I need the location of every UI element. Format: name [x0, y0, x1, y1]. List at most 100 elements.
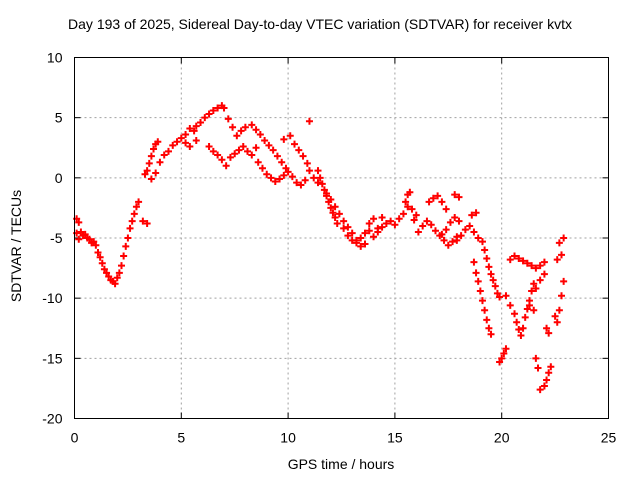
data-point	[241, 123, 249, 131]
data-point	[75, 218, 83, 226]
data-point	[299, 152, 307, 160]
data-point	[265, 141, 273, 149]
data-point	[214, 151, 222, 159]
data-point	[288, 173, 296, 181]
data-point	[122, 242, 130, 250]
data-point	[293, 179, 301, 187]
data-point	[523, 305, 531, 313]
data-point	[132, 203, 140, 211]
data-point	[408, 205, 416, 213]
data-point	[214, 104, 222, 112]
data-point	[269, 146, 277, 154]
data-point	[164, 147, 172, 155]
data-point	[258, 164, 266, 172]
data-point	[444, 241, 452, 249]
data-point	[410, 216, 418, 224]
data-point	[333, 220, 341, 228]
data-point	[254, 158, 262, 166]
data-point	[320, 186, 328, 194]
data-point	[540, 270, 548, 278]
data-point	[560, 234, 568, 242]
data-point	[370, 215, 378, 223]
data-point	[280, 171, 288, 179]
data-point	[470, 258, 478, 266]
data-point	[126, 224, 134, 232]
data-point	[117, 262, 125, 270]
data-point	[461, 226, 469, 234]
data-point	[485, 263, 493, 271]
data-point	[282, 164, 290, 172]
data-point	[233, 132, 241, 140]
data-point	[423, 217, 431, 225]
data-point	[440, 236, 448, 244]
data-point	[493, 289, 501, 297]
data-point	[474, 234, 482, 242]
data-point	[145, 159, 153, 167]
data-point	[115, 269, 123, 277]
data-point	[209, 147, 217, 155]
data-point	[551, 312, 559, 320]
data-point	[540, 382, 548, 390]
data-point	[502, 345, 510, 353]
data-point	[143, 220, 151, 228]
data-point	[81, 230, 89, 238]
data-series	[73, 102, 568, 394]
data-point	[553, 318, 561, 326]
data-point	[244, 147, 252, 155]
data-point	[519, 257, 527, 265]
data-point	[252, 144, 260, 152]
data-point	[374, 224, 382, 232]
data-point	[530, 280, 538, 288]
x-tick-label: 15	[387, 430, 403, 446]
data-point	[558, 251, 566, 259]
data-point	[284, 168, 292, 176]
data-point	[344, 223, 352, 231]
data-point	[85, 235, 93, 243]
data-point	[511, 310, 519, 318]
data-point	[182, 139, 190, 147]
data-point	[276, 175, 284, 183]
x-axis-label: GPS time / hours	[287, 456, 395, 472]
data-point	[511, 252, 519, 260]
data-point	[344, 232, 352, 240]
data-point	[94, 248, 102, 256]
data-point	[412, 211, 420, 219]
data-point	[357, 234, 365, 242]
data-point	[90, 238, 98, 246]
data-point	[540, 258, 548, 266]
data-point	[111, 280, 119, 288]
data-point	[387, 217, 395, 225]
data-point	[248, 151, 256, 159]
data-point	[303, 159, 311, 167]
data-point	[487, 270, 495, 278]
data-point	[96, 253, 104, 261]
data-point	[103, 269, 111, 277]
data-point	[357, 242, 365, 250]
data-point	[496, 358, 504, 366]
data-point	[487, 330, 495, 338]
data-point	[429, 194, 437, 202]
data-point	[267, 174, 275, 182]
data-point	[525, 301, 533, 309]
data-point	[414, 228, 422, 236]
data-point	[291, 140, 299, 148]
data-point	[271, 177, 279, 185]
data-point	[402, 198, 410, 206]
data-point	[340, 217, 348, 225]
data-point	[224, 115, 232, 123]
data-point	[406, 188, 414, 196]
data-point	[506, 301, 514, 309]
data-point	[553, 256, 561, 264]
data-point	[451, 191, 459, 199]
data-point	[498, 354, 506, 362]
data-point	[100, 265, 108, 273]
data-point	[472, 209, 480, 217]
y-tick-label: -15	[42, 350, 62, 366]
data-point	[205, 110, 213, 118]
data-point	[335, 210, 343, 218]
data-point	[523, 259, 531, 267]
data-point	[105, 273, 113, 281]
data-point	[543, 324, 551, 332]
data-point	[466, 222, 474, 230]
data-point	[491, 282, 499, 290]
